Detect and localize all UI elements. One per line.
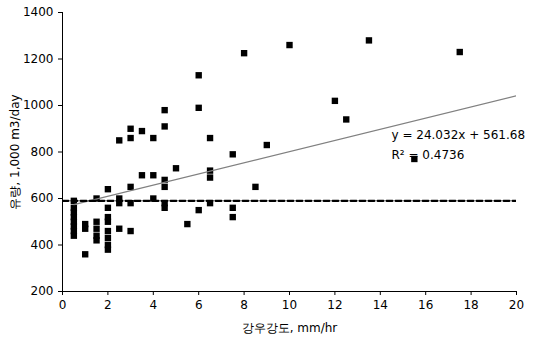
svg-text:14: 14 [373, 298, 388, 312]
svg-text:400: 400 [31, 238, 54, 252]
svg-text:4: 4 [149, 298, 157, 312]
svg-text:20: 20 [509, 298, 524, 312]
svg-text:0: 0 [59, 298, 67, 312]
svg-text:200: 200 [31, 284, 54, 298]
svg-text:강우강도, mm/hr: 강우강도, mm/hr [242, 321, 338, 335]
svg-text:12: 12 [327, 298, 342, 312]
svg-text:10: 10 [282, 298, 297, 312]
svg-text:1400: 1400 [23, 5, 54, 19]
svg-text:6: 6 [195, 298, 203, 312]
svg-text:2: 2 [104, 298, 112, 312]
svg-text:8: 8 [240, 298, 248, 312]
svg-text:1200: 1200 [23, 52, 54, 66]
svg-text:1000: 1000 [23, 98, 54, 112]
svg-text:16: 16 [418, 298, 433, 312]
svg-text:R² = 0.4736: R² = 0.4736 [392, 148, 465, 162]
svg-text:600: 600 [31, 191, 54, 205]
svg-text:유량, 1,000 m3/day: 유량, 1,000 m3/day [8, 94, 22, 209]
svg-text:y = 24.032x + 561.68: y = 24.032x + 561.68 [392, 128, 526, 142]
svg-text:800: 800 [31, 145, 54, 159]
svg-text:18: 18 [463, 298, 478, 312]
